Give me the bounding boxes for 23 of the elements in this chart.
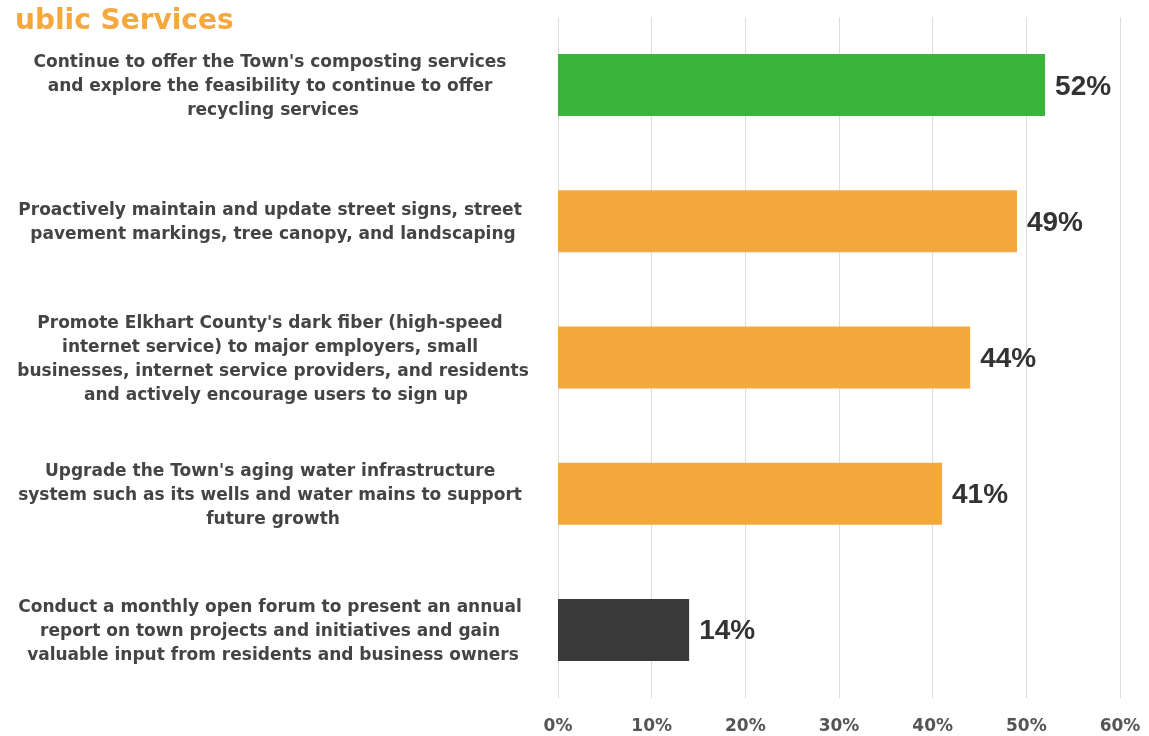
x-tick-label: 40% [912,714,954,735]
x-tick-label: 20% [724,714,766,735]
y-tick-label: Promote Elkhart County's dark fiber (high-speed internet service) to major employers, small businesses, internet service providers, and residents and actively encourage users to sign up [17,311,529,404]
data-label: 14% [699,614,756,646]
x-tick-label: 30% [818,714,860,735]
bar [558,462,943,525]
data-label: 52% [1055,69,1112,101]
x-tick-label: 50% [1005,714,1047,735]
y-tick-label: Conduct a monthly open forum to present an annual report on town projects and initiatives and gain valuable input from residents and business owners [18,595,528,664]
bar [558,54,1046,117]
x-tick-label: 10% [631,714,673,735]
data-label: 44% [980,342,1037,373]
x-tick-label: 0% [543,714,573,735]
y-tick-label: Continue to offer the Town's composting services and explore the feasibility to continue to offer recycling services [33,51,513,120]
bar [558,598,690,661]
y-tick-label: Proactively maintain and update street signs, street pavement markings, tree canopy, and landscaping [18,199,528,244]
bar [558,326,971,389]
x-tick-label: 60% [1099,714,1141,735]
data-label: 49% [1026,205,1084,237]
data-label: 41% [952,478,1009,510]
y-tick-label: Upgrade the Town's aging water infrastructure system such as its wells and water mains to support future growth [18,459,528,528]
text: ublic Services [15,2,234,36]
bar [558,190,1017,253]
